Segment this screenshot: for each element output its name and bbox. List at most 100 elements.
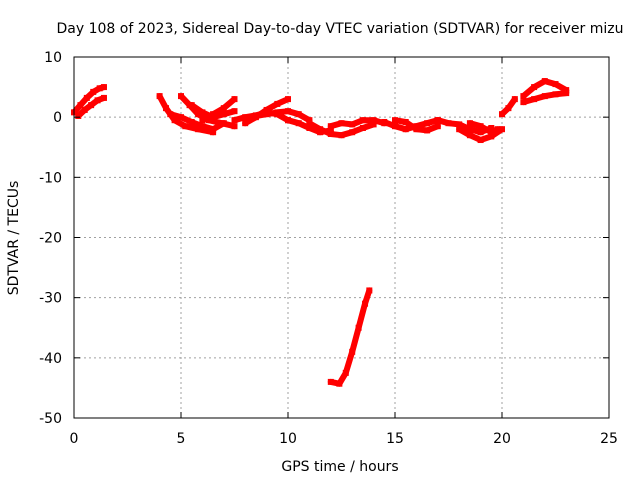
- x-tick-label: 0: [70, 431, 79, 447]
- data-point: [188, 102, 195, 109]
- data-point: [327, 131, 334, 138]
- data-point: [477, 129, 484, 136]
- data-point: [178, 93, 184, 100]
- data-point: [285, 117, 291, 124]
- data-point: [456, 126, 463, 133]
- data-point: [188, 118, 195, 125]
- data-point: [531, 96, 538, 103]
- data-point: [295, 120, 302, 127]
- data-point: [362, 300, 369, 307]
- data-point: [195, 126, 202, 133]
- data-point: [274, 109, 281, 116]
- data-point: [178, 114, 184, 121]
- data-point: [499, 111, 505, 118]
- x-axis-title: GPS time / hours: [281, 459, 398, 475]
- x-tick-label: 15: [386, 431, 404, 447]
- data-point: [210, 129, 217, 136]
- data-point: [220, 105, 227, 112]
- data-point: [306, 124, 313, 131]
- data-point: [434, 117, 441, 124]
- data-point: [285, 108, 291, 115]
- data-point: [445, 120, 452, 127]
- y-tick-label: -40: [39, 351, 62, 367]
- data-point: [424, 120, 431, 127]
- data-point: [370, 117, 377, 124]
- data-point: [75, 112, 82, 119]
- data-point: [563, 87, 570, 94]
- data-point: [392, 117, 398, 124]
- axis-ticks: 0 5 10 15 20 25 -50 -40 -30 -20 -10 0 10: [39, 50, 618, 447]
- data-point: [263, 106, 270, 113]
- data-point: [488, 133, 495, 140]
- data-point: [306, 117, 313, 124]
- data-point: [402, 126, 409, 133]
- y-tick-label: 10: [44, 50, 62, 66]
- data-point: [402, 118, 409, 125]
- data-point: [88, 102, 95, 109]
- data-point: [336, 380, 343, 387]
- data-point: [195, 111, 202, 118]
- data-point: [327, 127, 334, 134]
- data-point: [231, 108, 238, 115]
- y-tick-label: -10: [39, 170, 62, 186]
- data-point: [220, 111, 227, 118]
- data-point: [366, 287, 373, 294]
- data-point: [231, 123, 238, 130]
- data-point: [182, 123, 189, 130]
- data-point: [199, 109, 206, 116]
- data-point: [285, 96, 291, 103]
- data-point: [359, 117, 366, 124]
- x-tick-label: 20: [493, 431, 511, 447]
- data-point: [83, 94, 90, 101]
- data-point: [370, 121, 377, 128]
- data-point: [563, 90, 570, 97]
- y-tick-label: -20: [39, 231, 62, 247]
- data-point: [100, 94, 107, 101]
- data-point: [199, 117, 206, 124]
- data-point: [349, 129, 356, 136]
- data-point: [531, 84, 538, 91]
- data-point: [167, 111, 174, 118]
- data-point: [520, 99, 527, 106]
- data-point: [338, 120, 345, 127]
- y-axis-title: SDTVAR / TECUs: [6, 181, 22, 296]
- data-point: [488, 129, 495, 136]
- data-point: [90, 88, 97, 95]
- data-point: [349, 348, 356, 355]
- data-point: [242, 120, 249, 127]
- data-point: [413, 126, 420, 133]
- data-points: [71, 78, 570, 387]
- x-tick-label: 25: [600, 431, 618, 447]
- data-track: [466, 120, 501, 136]
- y-tick-label: -30: [39, 291, 62, 307]
- data-point: [494, 126, 501, 133]
- data-point: [456, 121, 463, 128]
- data-point: [205, 117, 212, 124]
- data-point: [218, 120, 225, 127]
- data-point: [263, 111, 270, 118]
- data-track: [199, 96, 238, 124]
- data-point: [81, 106, 88, 113]
- data-point: [295, 111, 302, 118]
- data-point: [171, 117, 178, 124]
- data-point: [488, 124, 495, 131]
- data-point: [392, 123, 398, 130]
- data-point: [231, 117, 238, 124]
- data-point: [342, 369, 349, 376]
- data-point: [505, 105, 512, 112]
- data-point: [466, 126, 473, 133]
- data-point: [349, 121, 356, 128]
- data-point: [242, 114, 249, 121]
- data-point: [338, 132, 345, 139]
- data-point: [210, 126, 217, 133]
- y-tick-label: -50: [39, 411, 62, 427]
- data-point: [231, 96, 238, 103]
- data-point: [94, 97, 101, 104]
- data-point: [552, 91, 559, 98]
- data-point: [552, 81, 559, 88]
- data-point: [541, 93, 548, 100]
- data-point: [317, 126, 324, 133]
- data-point: [100, 84, 107, 91]
